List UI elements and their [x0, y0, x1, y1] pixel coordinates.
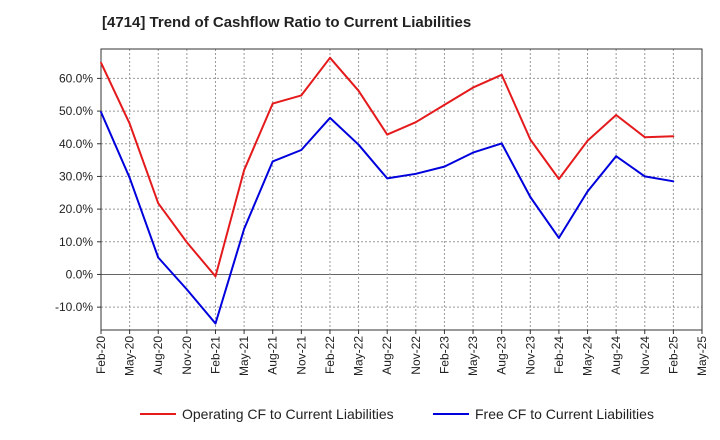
series-2-point — [329, 117, 331, 119]
x-tick-label: May-22 — [352, 336, 366, 376]
y-tick-label: 10.0% — [59, 235, 93, 249]
series-2-point — [214, 322, 217, 325]
y-tick-label: 50.0% — [59, 104, 93, 118]
series-2-point — [357, 143, 360, 146]
series-2-point — [472, 151, 474, 154]
legend-label-1: Operating CF to Current Liabilities — [182, 406, 394, 422]
legend-label-2: Free CF to Current Liabilities — [475, 406, 654, 422]
series-1-point — [329, 56, 331, 59]
series-1-point — [558, 178, 560, 180]
y-tick-label: 20.0% — [59, 202, 93, 216]
y-tick-label: 30.0% — [59, 169, 93, 183]
series-1-point — [472, 86, 474, 89]
x-tick-label: Feb-25 — [666, 336, 680, 374]
y-tick-label: 60.0% — [59, 71, 93, 85]
series-1-point — [157, 202, 160, 205]
y-tick-label: 0.0% — [66, 267, 94, 281]
x-tick-label: Aug-23 — [495, 336, 509, 375]
x-tick-label: Feb-20 — [94, 336, 108, 374]
series-1-point — [100, 61, 102, 64]
series-1-point — [214, 275, 217, 278]
x-tick-label: Feb-24 — [552, 336, 566, 374]
x-tick-label: Nov-20 — [180, 336, 194, 375]
y-tick-label: 40.0% — [59, 137, 93, 151]
x-tick-label: May-20 — [123, 336, 137, 376]
x-tick-label: Nov-22 — [409, 336, 423, 375]
series-1-point — [386, 133, 389, 136]
y-axis-ticks: -10.0% 0.0% 10.0% 20.0% 30.0% 40.0% 50.0% 60.0% — [55, 71, 101, 314]
series-2-point — [414, 172, 417, 175]
x-tick-label: May-21 — [237, 336, 251, 376]
y-tick-label: -10.0% — [55, 300, 93, 314]
chart-title: [4714] Trend of Cashflow Ratio to Curren… — [102, 14, 472, 31]
series-2-point — [271, 160, 274, 163]
series-2-point — [558, 236, 560, 239]
series-1-point — [672, 135, 675, 138]
x-tick-label: Aug-24 — [609, 336, 623, 375]
grid-lines — [100, 49, 703, 330]
series-1-point — [185, 241, 188, 244]
series-1-point — [271, 102, 274, 105]
series-2-point — [615, 155, 618, 158]
series-2-point — [185, 288, 188, 291]
x-tick-label: Aug-20 — [151, 336, 165, 375]
x-tick-label: Feb-23 — [437, 336, 451, 374]
series-2-point — [500, 142, 503, 145]
x-tick-label: Feb-21 — [208, 336, 222, 374]
series-2-point — [157, 256, 160, 259]
x-tick-label: Aug-21 — [266, 336, 280, 375]
x-tick-label: May-25 — [695, 336, 709, 376]
series-1-point — [643, 136, 646, 139]
series-2-point — [643, 175, 646, 178]
series-2-point — [243, 228, 245, 230]
legend: Operating CF to Current Liabilities Free … — [140, 406, 654, 422]
series-2-point — [443, 165, 446, 168]
x-tick-label: May-23 — [466, 336, 480, 376]
series-1-point — [414, 121, 417, 124]
series-2-point — [300, 149, 303, 151]
series-1-point — [615, 114, 618, 116]
x-tick-label: Nov-23 — [523, 336, 537, 375]
x-tick-label: Feb-22 — [323, 336, 337, 374]
series-1-point — [128, 122, 131, 125]
series-2-point — [128, 176, 131, 179]
series-1-point — [500, 73, 503, 76]
x-tick-label: Aug-22 — [380, 336, 394, 375]
x-tick-label: Nov-21 — [294, 336, 308, 375]
x-tick-label: Nov-24 — [638, 336, 652, 375]
plot-area-border — [100, 48, 703, 331]
x-axis-ticks: Feb-20 May-20 Aug-20 Nov-20 Feb-21 May-21 Aug-… — [94, 330, 709, 376]
series-1-point — [357, 89, 360, 92]
x-tick-label: May-24 — [581, 336, 595, 376]
series-1-point — [300, 94, 303, 97]
series-1-point — [586, 139, 589, 142]
series-2-point — [672, 180, 675, 183]
series-1-point — [243, 169, 245, 172]
series-2-point — [529, 196, 532, 198]
series-lines — [100, 56, 675, 325]
series-2-point — [586, 190, 589, 193]
series-2-point — [100, 111, 102, 113]
series-1-point — [443, 103, 446, 106]
series-1-point — [529, 138, 532, 141]
series-2-point — [386, 177, 389, 180]
